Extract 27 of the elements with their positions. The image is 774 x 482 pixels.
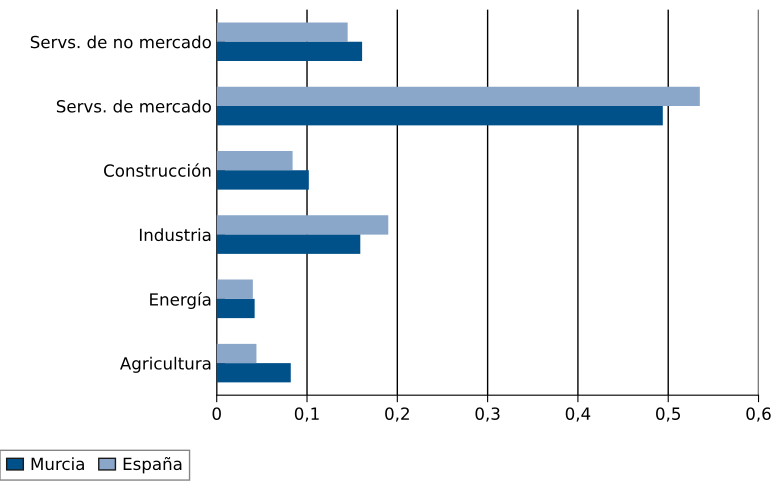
- x-tick-label: 0: [212, 407, 221, 420]
- y-tick-label: Servs. de mercado: [56, 100, 211, 113]
- bar: [216, 344, 256, 364]
- bar: [216, 106, 663, 126]
- x-tick-label: 0,1: [294, 407, 319, 422]
- bar: [216, 170, 309, 190]
- x-tick-label: 0,5: [656, 407, 680, 422]
- bar: [216, 42, 362, 62]
- bar: [216, 151, 293, 170]
- bar: [216, 363, 291, 382]
- bar: [216, 22, 348, 42]
- bar: [216, 215, 388, 235]
- y-tick-label: Industria: [140, 228, 210, 242]
- y-tick-label: Agricultura: [120, 356, 210, 373]
- y-tick-label: Energía: [150, 292, 210, 309]
- bar: [216, 234, 360, 254]
- x-tick-label: 0,4: [566, 407, 590, 422]
- x-tick-label: 0,3: [475, 407, 500, 422]
- y-tick-label: Construcción: [104, 163, 210, 177]
- bar: [216, 298, 255, 318]
- y-tick-label: Servs. de no mercado: [30, 35, 211, 48]
- legend-label: España: [124, 456, 182, 474]
- x-tick-label: 0,2: [385, 407, 409, 422]
- x-tick-label: 0,6: [746, 407, 771, 422]
- bar: [216, 86, 700, 106]
- bar: [216, 280, 253, 299]
- legend-label: Murcia: [32, 457, 84, 470]
